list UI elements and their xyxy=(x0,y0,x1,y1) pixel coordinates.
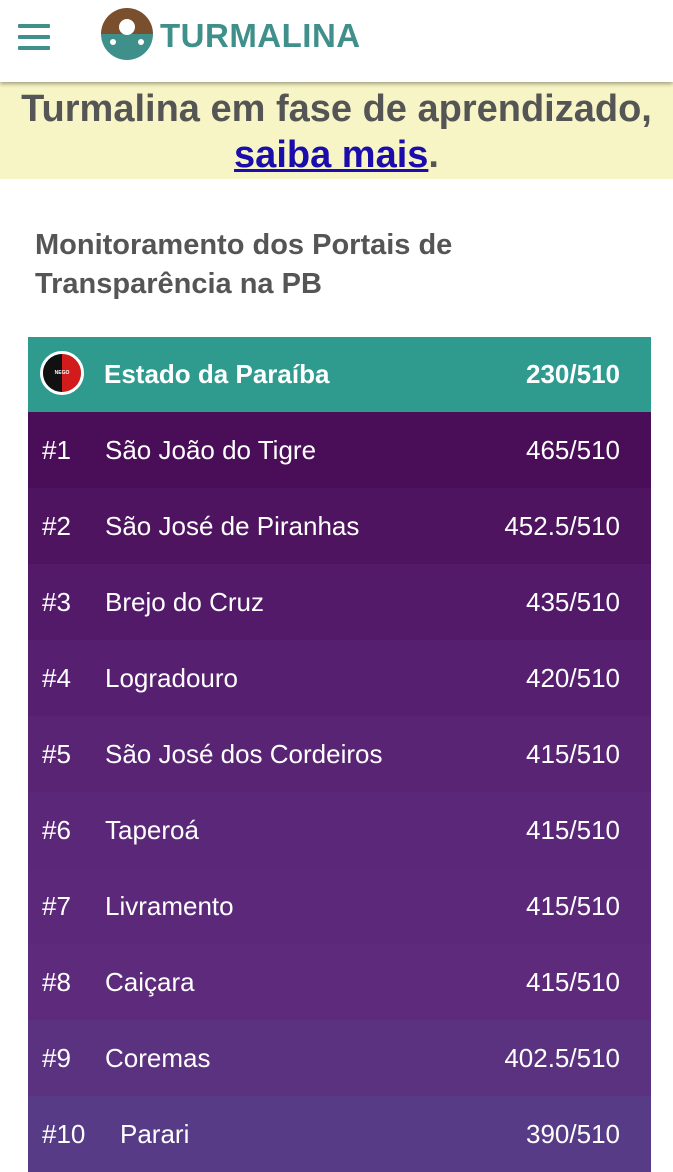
banner-suffix: . xyxy=(428,134,439,176)
ranking-row[interactable]: #9 Coremas 402.5/510 xyxy=(28,1020,651,1096)
banner-text: Turmalina em fase de aprendizado, xyxy=(21,88,652,130)
municipality-name: Brejo do Cruz xyxy=(105,587,264,617)
municipality-name: Parari xyxy=(120,1119,190,1149)
state-score: 230/510 xyxy=(526,359,620,389)
municipality-name: Livramento xyxy=(105,891,234,921)
rank-number: #10 xyxy=(42,1119,86,1149)
ranking-row[interactable]: #5 São José dos Cordeiros 415/510 xyxy=(28,716,651,792)
paraiba-flag-icon: NEGO xyxy=(40,351,84,395)
ranking-row[interactable]: #6 Taperoá 415/510 xyxy=(28,792,651,868)
score-value: 415/510 xyxy=(526,967,620,997)
turmalina-logo-icon[interactable] xyxy=(101,8,153,60)
score-value: 420/510 xyxy=(526,663,620,693)
state-name: Estado da Paraíba xyxy=(104,359,330,389)
municipality-name: Coremas xyxy=(105,1043,211,1073)
hamburger-menu-icon[interactable] xyxy=(18,24,50,50)
ranking-row[interactable]: #4 Logradouro 420/510 xyxy=(28,640,651,716)
score-value: 435/510 xyxy=(526,587,620,617)
ranking-row[interactable]: #3 Brejo do Cruz 435/510 xyxy=(28,564,651,640)
ranking-row[interactable]: #8 Caiçara 415/510 xyxy=(28,944,651,1020)
rank-number: #7 xyxy=(42,891,71,921)
municipality-name: Caiçara xyxy=(105,967,195,997)
municipality-name: São José de Piranhas xyxy=(105,511,360,541)
rank-number: #1 xyxy=(42,435,71,465)
municipality-name: São José dos Cordeiros xyxy=(105,739,383,769)
rank-number: #6 xyxy=(42,815,71,845)
rank-number: #8 xyxy=(42,967,71,997)
rank-number: #9 xyxy=(42,1043,71,1073)
learn-more-link[interactable]: saiba mais xyxy=(234,134,429,176)
municipality-name: São João do Tigre xyxy=(105,435,317,465)
learning-phase-banner: Turmalina em fase de aprendizado, saiba … xyxy=(0,82,673,179)
ranking-row[interactable]: #10 Parari 390/510 xyxy=(28,1096,651,1172)
score-value: 390/510 xyxy=(526,1119,620,1149)
ranking-row[interactable]: #7 Livramento 415/510 xyxy=(28,868,651,944)
score-value: 415/510 xyxy=(526,739,620,769)
rank-number: #3 xyxy=(42,587,71,617)
ranking-row[interactable]: #2 São José de Piranhas 452.5/510 xyxy=(28,488,651,564)
municipality-name: Taperoá xyxy=(105,815,199,845)
rank-number: #2 xyxy=(42,511,71,541)
score-value: 465/510 xyxy=(526,435,620,465)
score-value: 415/510 xyxy=(526,815,620,845)
municipality-name: Logradouro xyxy=(105,663,238,693)
score-value: 415/510 xyxy=(526,891,620,921)
state-row[interactable]: NEGO Estado da Paraíba 230/510 xyxy=(28,337,651,412)
score-value: 402.5/510 xyxy=(504,1043,620,1073)
score-value: 452.5/510 xyxy=(504,511,620,541)
flag-text: NEGO xyxy=(54,370,70,376)
ranking-row[interactable]: #1 São João do Tigre 465/510 xyxy=(28,412,651,488)
page-title: Monitoramento dos Portais de Transparênc… xyxy=(35,229,453,300)
app-bar: TURMALINA xyxy=(0,0,673,82)
rank-number: #4 xyxy=(42,663,71,693)
rank-number: #5 xyxy=(42,739,71,769)
brand-name[interactable]: TURMALINA xyxy=(160,17,361,54)
ranking-list: NEGO Estado da Paraíba 230/510 #1 São Joã… xyxy=(28,337,651,1172)
